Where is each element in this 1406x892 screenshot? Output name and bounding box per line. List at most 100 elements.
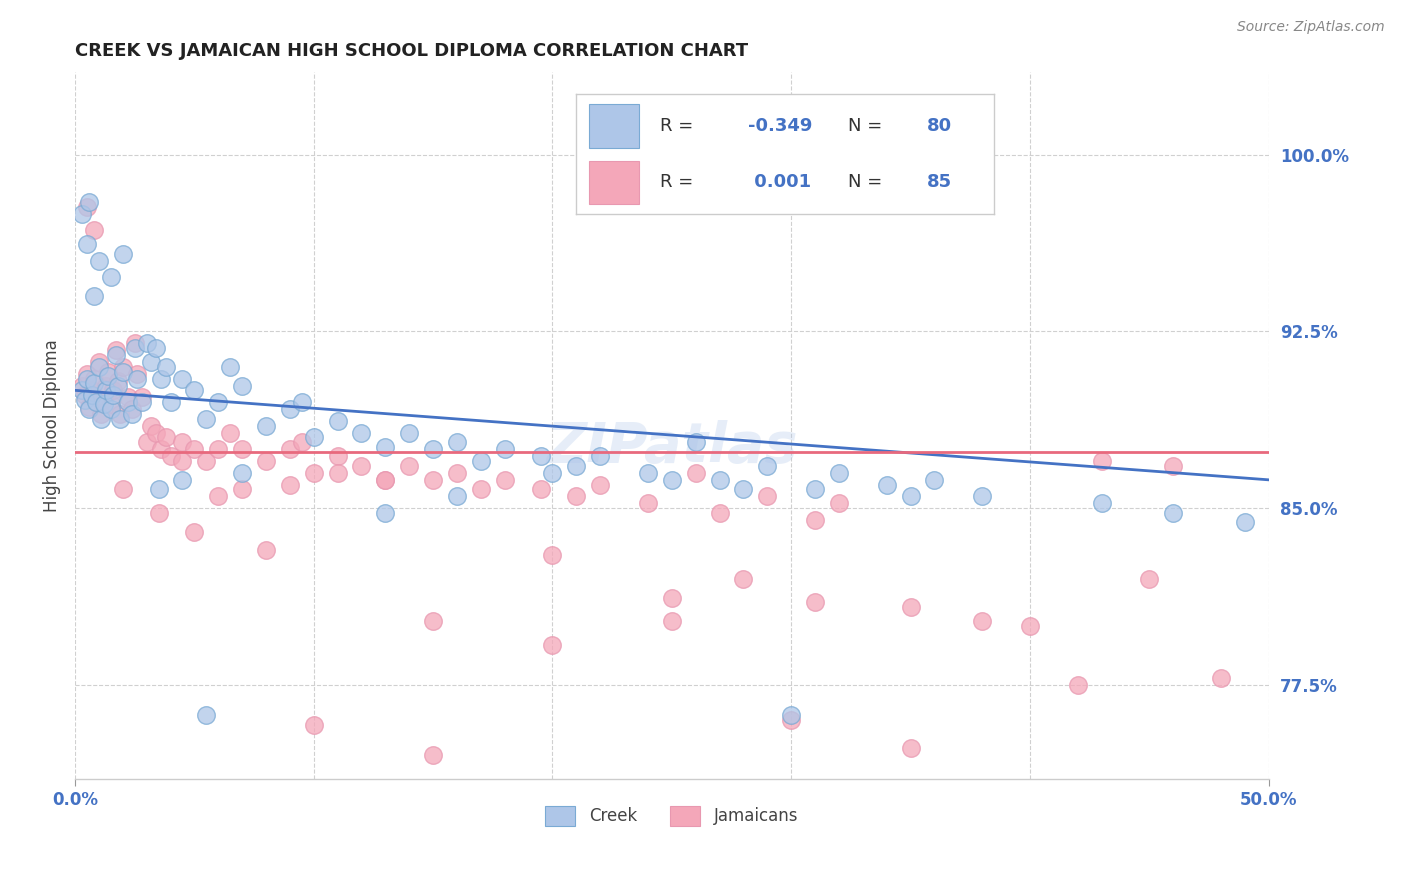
Point: [900, 741, 922, 756]
Point: [111, 482, 134, 496]
Point: [159, 450, 181, 464]
Point: [254, 543, 277, 558]
Point: [100, 402, 122, 417]
Point: [117, 395, 139, 409]
Point: [756, 458, 779, 473]
Point: [148, 506, 170, 520]
Point: [135, 336, 157, 351]
Point: [231, 482, 253, 496]
Y-axis label: High School Diploma: High School Diploma: [44, 339, 60, 512]
Point: [254, 418, 277, 433]
Point: [172, 473, 194, 487]
Point: [278, 402, 301, 417]
Point: [589, 477, 612, 491]
Point: [422, 614, 444, 628]
Point: [94, 384, 117, 398]
Point: [70, 384, 93, 398]
Point: [780, 713, 803, 727]
Point: [195, 708, 218, 723]
Point: [374, 473, 396, 487]
Point: [87, 359, 110, 374]
Point: [76, 200, 98, 214]
Point: [195, 411, 218, 425]
Point: [422, 442, 444, 457]
Point: [350, 425, 373, 440]
Point: [780, 708, 803, 723]
Point: [278, 477, 301, 491]
Point: [1090, 454, 1112, 468]
Point: [541, 466, 564, 480]
Point: [79, 402, 101, 417]
Point: [1161, 506, 1184, 520]
Point: [565, 458, 588, 473]
Point: [79, 194, 101, 209]
Point: [1137, 572, 1160, 586]
Point: [70, 378, 93, 392]
Point: [103, 384, 125, 398]
Point: [145, 341, 167, 355]
Point: [100, 270, 122, 285]
Point: [107, 374, 129, 388]
Point: [589, 450, 612, 464]
Point: [110, 407, 132, 421]
Point: [86, 395, 108, 409]
Point: [470, 482, 492, 496]
Point: [103, 388, 125, 402]
Point: [145, 425, 167, 440]
Point: [172, 371, 194, 385]
Point: [135, 435, 157, 450]
Point: [231, 466, 253, 480]
Point: [876, 477, 898, 491]
Point: [141, 355, 163, 369]
Point: [231, 378, 253, 392]
Text: CREEK VS JAMAICAN HIGH SCHOOL DIPLOMA CORRELATION CHART: CREEK VS JAMAICAN HIGH SCHOOL DIPLOMA CO…: [75, 42, 748, 60]
Point: [900, 489, 922, 503]
Point: [972, 489, 994, 503]
Point: [207, 442, 229, 457]
Point: [148, 482, 170, 496]
Point: [131, 395, 153, 409]
Point: [70, 207, 93, 221]
Point: [254, 454, 277, 468]
Point: [1067, 678, 1090, 692]
Point: [155, 359, 177, 374]
Point: [219, 425, 242, 440]
Point: [141, 418, 163, 433]
Point: [1090, 496, 1112, 510]
Point: [661, 614, 683, 628]
Point: [374, 440, 396, 454]
Point: [207, 395, 229, 409]
Point: [111, 246, 134, 260]
Point: [350, 458, 373, 473]
Point: [494, 442, 516, 457]
Legend: Creek, Jamaicans: Creek, Jamaicans: [537, 797, 807, 834]
Point: [121, 402, 143, 417]
Point: [117, 391, 139, 405]
Point: [172, 435, 194, 450]
Point: [125, 371, 148, 385]
Point: [83, 289, 105, 303]
Point: [828, 496, 851, 510]
Point: [83, 376, 105, 391]
Point: [155, 430, 177, 444]
Point: [183, 524, 205, 539]
Point: [172, 454, 194, 468]
Point: [80, 384, 103, 398]
Point: [110, 411, 132, 425]
Point: [924, 473, 946, 487]
Point: [87, 355, 110, 369]
Point: [124, 341, 146, 355]
Point: [541, 638, 564, 652]
Point: [291, 435, 314, 450]
Point: [828, 466, 851, 480]
Point: [111, 359, 134, 374]
Point: [83, 371, 105, 385]
Point: [195, 454, 218, 468]
Point: [97, 369, 120, 384]
Point: [446, 489, 468, 503]
Point: [1233, 515, 1256, 529]
Point: [104, 343, 127, 358]
Point: [470, 454, 492, 468]
Point: [494, 473, 516, 487]
Point: [90, 411, 112, 425]
